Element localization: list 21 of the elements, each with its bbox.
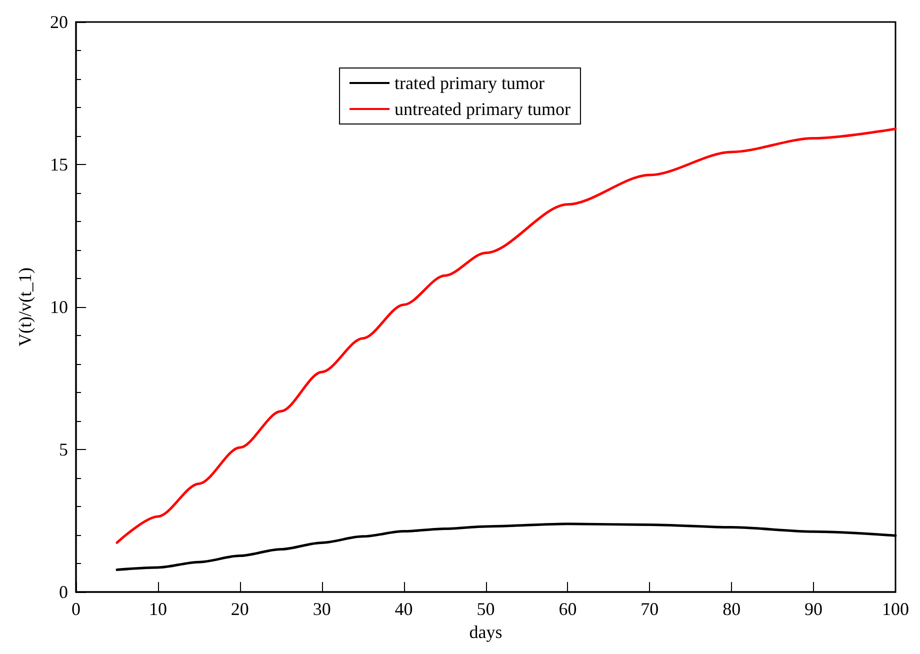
x-tick-label: 20: [230, 599, 249, 619]
x-tick-label: 30: [312, 599, 331, 619]
y-tick-label: 0: [59, 582, 68, 602]
x-tick-label: 60: [558, 599, 577, 619]
legend-label: trated primary tumor: [394, 73, 544, 93]
x-tick-label: 90: [804, 599, 823, 619]
x-tick-label: 70: [640, 599, 659, 619]
x-tick-label: 50: [476, 599, 495, 619]
x-tick-label: 0: [72, 599, 80, 619]
y-tick-label: 10: [50, 297, 68, 317]
line-series: [116, 128, 897, 544]
x-tick-label: 40: [394, 599, 413, 619]
y-tick-label: 15: [50, 154, 68, 174]
y-tick-label: 5: [59, 440, 68, 460]
x-axis-title: days: [469, 622, 502, 642]
x-tick-label: 80: [722, 599, 741, 619]
legend-label: untreated primary tumor: [394, 99, 570, 119]
x-tick-label: 10: [148, 599, 167, 619]
y-tick-label: 20: [50, 12, 68, 32]
x-tick-label: 100: [882, 599, 909, 619]
y-axis-title: V(t)/v(t_1): [15, 268, 35, 346]
